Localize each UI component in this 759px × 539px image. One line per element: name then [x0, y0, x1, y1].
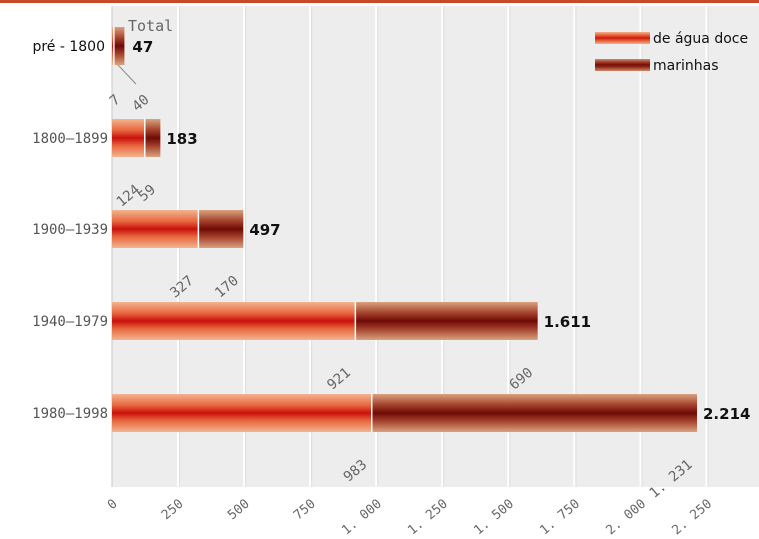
bar-de-agua-doce [112, 210, 199, 248]
x-tick-label: 2. 000 [603, 497, 649, 535]
legend-label-marinhas: marinhas [653, 58, 718, 74]
total-annotation: Total [128, 17, 173, 35]
category-label: 1940–1979 [32, 314, 108, 330]
x-tick-label: 1. 750 [537, 497, 583, 535]
total-value-label: 2.214 [703, 405, 750, 423]
category-label: 1900–1939 [32, 222, 108, 238]
x-tick-label: 1. 500 [471, 497, 517, 535]
category-label: 1800–1899 [32, 131, 108, 147]
bar-marinhas [113, 27, 125, 65]
bar-de-agua-doce [112, 394, 372, 432]
total-value-label: 183 [166, 130, 197, 148]
x-tick-label: 2. 250 [669, 497, 715, 535]
category-label: pré - 1800 [32, 39, 105, 55]
bar-de-agua-doce [112, 27, 114, 65]
bar-marinhas [371, 394, 697, 432]
x-tick-label: 250 [159, 497, 187, 524]
total-value-label: 47 [132, 38, 153, 56]
legend-label-de-agua-doce: de água doce [653, 31, 748, 47]
x-tick-label: 500 [225, 497, 253, 524]
legend: de água doce marinhas [595, 31, 748, 74]
x-tick-label: 0 [105, 497, 121, 514]
top-rule [0, 0, 759, 3]
x-tick-label: 750 [291, 497, 319, 524]
leader-line [117, 64, 137, 85]
total-value-label: 1.611 [544, 313, 591, 331]
bar-de-agua-doce [112, 302, 356, 340]
legend-swatch-de-agua-doce [595, 32, 650, 44]
x-tick-label: 1. 000 [339, 497, 385, 535]
bar-marinhas [355, 302, 538, 340]
total-value-label: 497 [249, 221, 280, 239]
legend-swatch-marinhas [595, 59, 650, 71]
category-label: 1980–1998 [32, 406, 108, 422]
bar-marinhas [144, 119, 161, 157]
bar-marinhas [198, 210, 244, 248]
bar-de-agua-doce [112, 119, 145, 157]
x-tick-label: 1. 250 [405, 497, 451, 535]
